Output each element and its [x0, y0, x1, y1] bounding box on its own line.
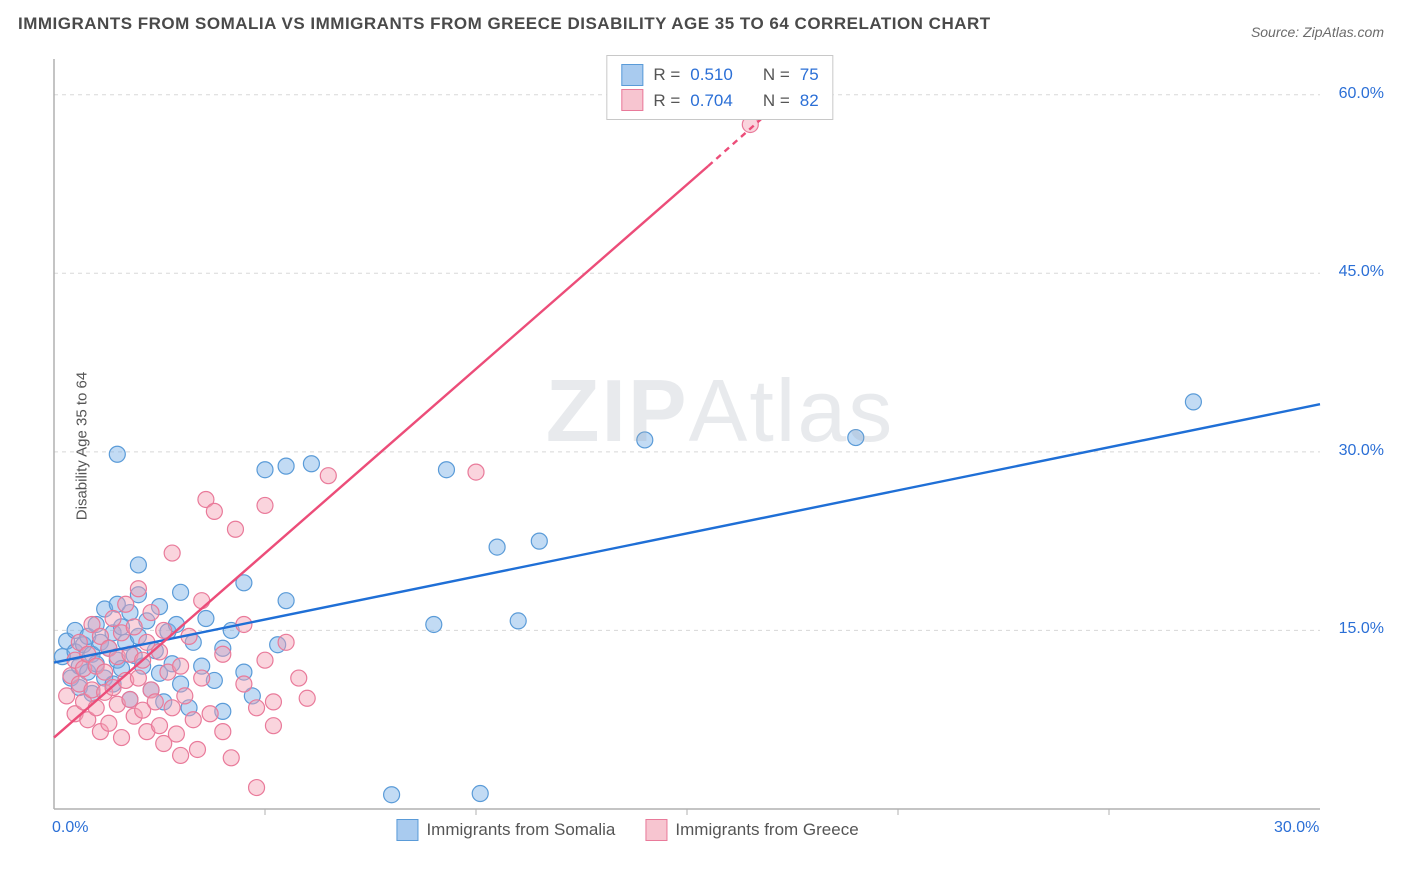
source-attribution: Source: ZipAtlas.com — [1251, 24, 1384, 40]
legend-series-box: Immigrants from Somalia Immigrants from … — [396, 819, 858, 841]
chart-plot-area: ZIPAtlas R = 0.510 N = 75 R = 0.704 N = … — [50, 55, 1390, 845]
legend-item-greece: Immigrants from Greece — [645, 819, 858, 841]
legend-label-greece: Immigrants from Greece — [675, 820, 858, 840]
chart-title: IMMIGRANTS FROM SOMALIA VS IMMIGRANTS FR… — [18, 14, 991, 34]
y-tick-label: 30.0% — [1339, 442, 1384, 460]
legend-swatch-pink — [645, 819, 667, 841]
legend-label-somalia: Immigrants from Somalia — [426, 820, 615, 840]
legend-correlation-box: R = 0.510 N = 75 R = 0.704 N = 82 — [606, 55, 833, 120]
legend-item-somalia: Immigrants from Somalia — [396, 819, 615, 841]
legend-row-somalia: R = 0.510 N = 75 — [621, 62, 818, 88]
legend-row-greece: R = 0.704 N = 82 — [621, 88, 818, 114]
scatter-chart-svg — [50, 55, 1390, 845]
y-tick-label: 60.0% — [1339, 85, 1384, 103]
y-tick-label: 45.0% — [1339, 263, 1384, 281]
x-tick-label: 0.0% — [52, 819, 88, 837]
y-tick-label: 15.0% — [1339, 620, 1384, 638]
x-tick-label: 30.0% — [1274, 819, 1319, 837]
legend-swatch-blue — [396, 819, 418, 841]
legend-swatch-pink — [621, 89, 643, 111]
legend-swatch-blue — [621, 64, 643, 86]
